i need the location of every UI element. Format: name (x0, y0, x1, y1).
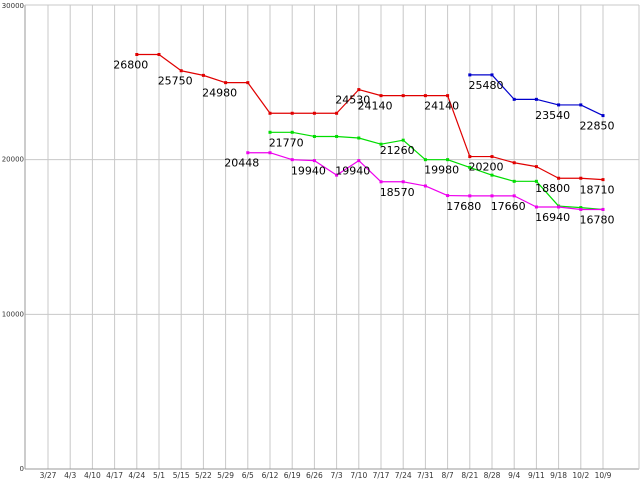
x-tick-label: 4/17 (106, 471, 123, 480)
data-label: 19940 (291, 165, 326, 178)
series-point (601, 114, 605, 118)
y-tick-labels: 0 10000 20000 30000 (2, 2, 24, 473)
y-tick-label: 30000 (2, 2, 24, 10)
x-tick-label: 5/15 (173, 471, 190, 480)
y-tick-label: 20000 (2, 156, 24, 164)
series-line-segment (336, 89, 360, 114)
x-tick-label: 8/28 (484, 471, 501, 480)
series-line-segment (535, 180, 560, 207)
x-tick-label: 7/24 (395, 471, 412, 480)
y-tick-label: 10000 (2, 310, 24, 318)
x-tick-label: 5/29 (217, 471, 234, 480)
series-point (601, 207, 605, 211)
x-tick-label: 4/10 (84, 471, 101, 480)
x-tick-label: 4/3 (64, 471, 76, 480)
series-line-segment (358, 89, 382, 97)
series-line-segment (536, 98, 559, 106)
x-tick-label: 7/17 (373, 471, 390, 480)
data-label: 25480 (469, 79, 504, 92)
x-tick-label: 7/3 (331, 471, 343, 480)
data-label: 24140 (358, 100, 393, 113)
data-label: 24980 (202, 87, 237, 100)
x-tick-label: 7/31 (417, 471, 434, 480)
series-line-segment (181, 70, 204, 76)
series-line-segment (247, 82, 271, 114)
series-line-segment (491, 74, 515, 100)
series-line-segment (402, 139, 426, 161)
grid-lines (25, 4, 639, 469)
data-label: 23540 (535, 109, 570, 122)
data-label: 17680 (446, 200, 481, 213)
series-lines (135, 52, 605, 211)
data-label: 24530 (335, 94, 370, 107)
series-line-segment (292, 131, 315, 138)
x-tick-labels: 3/27 4/3 4/10 4/17 4/24 5/1 5/15 5/22 5/29 6/5 6/1… (40, 471, 612, 480)
series-line-segment (158, 54, 182, 72)
x-tick-label: 9/18 (550, 471, 567, 480)
data-label: 16780 (580, 213, 615, 226)
series-line-segment (292, 159, 315, 162)
x-tick-label: 9/4 (508, 471, 520, 480)
series-point (601, 178, 605, 182)
x-tick-label: 10/2 (572, 471, 589, 480)
x-tick-label: 6/19 (284, 471, 301, 480)
data-label: 21260 (380, 144, 415, 157)
x-tick-label: 5/22 (195, 471, 212, 480)
series-line-segment (336, 135, 359, 139)
data-label: 21770 (269, 136, 304, 149)
series-line-segment (558, 206, 581, 211)
data-label: 20448 (224, 157, 259, 170)
series-line-segment (469, 166, 493, 176)
data-label: 25750 (158, 75, 193, 88)
x-tick-label: 6/12 (262, 471, 279, 480)
data-label: 22850 (580, 120, 615, 133)
data-label: 18710 (580, 184, 615, 197)
data-label: 18570 (380, 186, 415, 199)
data-label: 26800 (113, 58, 148, 71)
series-line-segment (358, 137, 382, 145)
series-line-segment (314, 160, 337, 176)
data-label: 16940 (535, 211, 570, 224)
series-line-segment (491, 174, 515, 182)
x-tick-label: 9/11 (528, 471, 545, 480)
series-line-segment (358, 160, 382, 183)
axes (24, 4, 640, 470)
data-label: 20200 (469, 161, 504, 174)
x-tick-label: 10/9 (595, 471, 612, 480)
series-line-segment (425, 185, 448, 197)
data-label: 18800 (535, 182, 570, 195)
data-label: 17660 (491, 200, 526, 213)
series-line-segment (336, 160, 360, 176)
series-line-segment (269, 152, 293, 161)
series-line-segment (580, 104, 604, 117)
series-line-segment (580, 177, 604, 181)
series-line-segment (558, 205, 581, 209)
x-tick-label: 4/24 (128, 471, 145, 480)
x-tick-label: 7/10 (350, 471, 367, 480)
x-tick-label: 8/21 (461, 471, 478, 480)
series-line-segment (447, 159, 470, 168)
series-line-segment (380, 139, 404, 145)
data-label: 19940 (335, 165, 370, 178)
data-label: 24140 (424, 100, 459, 113)
x-tick-label: 5/1 (153, 471, 165, 480)
series-line-segment (403, 181, 426, 187)
y-tick-label: 0 (20, 465, 24, 473)
data-label: 19980 (424, 164, 459, 177)
x-tick-label: 6/5 (242, 471, 254, 480)
series-line-segment (447, 95, 471, 157)
series-line-segment (536, 166, 559, 179)
x-tick-label: 6/26 (306, 471, 323, 480)
series-line-segment (491, 155, 515, 164)
series-line-segment (514, 162, 537, 168)
series-line-segment (203, 74, 226, 84)
x-tick-label: 8/7 (442, 471, 454, 480)
x-tick-label: 3/27 (40, 471, 57, 480)
series-line-segment (513, 195, 537, 208)
